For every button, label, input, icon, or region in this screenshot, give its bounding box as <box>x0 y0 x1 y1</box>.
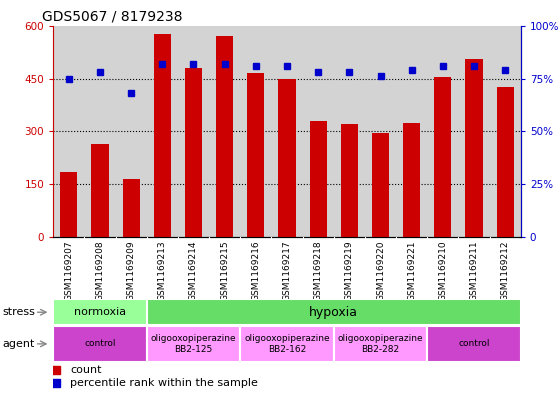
Bar <box>240 326 334 362</box>
Text: GSM1169211: GSM1169211 <box>469 241 479 301</box>
Text: count: count <box>70 365 101 375</box>
Bar <box>497 87 514 237</box>
Text: oligooxopiperazine
BB2-162: oligooxopiperazine BB2-162 <box>244 334 330 354</box>
Bar <box>427 326 521 362</box>
Bar <box>91 144 109 237</box>
Text: GSM1169210: GSM1169210 <box>438 241 447 301</box>
Text: percentile rank within the sample: percentile rank within the sample <box>70 378 258 388</box>
Bar <box>185 68 202 237</box>
Text: GSM1169212: GSM1169212 <box>501 241 510 301</box>
Text: normoxia: normoxia <box>74 307 126 317</box>
Text: oligooxopiperazine
BB2-125: oligooxopiperazine BB2-125 <box>151 334 236 354</box>
Text: stress: stress <box>3 307 36 317</box>
Bar <box>123 179 139 237</box>
Text: GSM1169219: GSM1169219 <box>345 241 354 301</box>
Text: GSM1169209: GSM1169209 <box>127 241 136 301</box>
Text: GSM1169216: GSM1169216 <box>251 241 260 301</box>
Bar <box>216 36 233 237</box>
Text: GSM1169214: GSM1169214 <box>189 241 198 301</box>
Text: control: control <box>458 340 490 348</box>
Bar <box>248 73 264 237</box>
Text: GSM1169208: GSM1169208 <box>95 241 105 301</box>
Bar <box>403 123 420 237</box>
Text: oligooxopiperazine
BB2-282: oligooxopiperazine BB2-282 <box>338 334 423 354</box>
Text: hypoxia: hypoxia <box>309 306 358 319</box>
Text: GSM1169217: GSM1169217 <box>282 241 292 301</box>
Bar <box>154 34 171 237</box>
Text: GSM1169213: GSM1169213 <box>158 241 167 301</box>
Bar <box>53 326 147 362</box>
Bar <box>310 121 326 237</box>
Text: agent: agent <box>3 339 35 349</box>
Bar <box>372 133 389 237</box>
Bar <box>147 326 240 362</box>
Bar <box>60 172 77 237</box>
Bar <box>278 79 296 237</box>
Bar <box>53 299 147 325</box>
Bar <box>465 59 483 237</box>
Bar <box>341 125 358 237</box>
Bar <box>435 77 451 237</box>
Text: control: control <box>84 340 116 348</box>
Bar <box>334 326 427 362</box>
Text: GSM1169220: GSM1169220 <box>376 241 385 301</box>
Text: GSM1169215: GSM1169215 <box>220 241 229 301</box>
Text: GDS5067 / 8179238: GDS5067 / 8179238 <box>42 10 183 24</box>
Text: GSM1169218: GSM1169218 <box>314 241 323 301</box>
Text: GSM1169221: GSM1169221 <box>407 241 416 301</box>
Text: GSM1169207: GSM1169207 <box>64 241 73 301</box>
Bar <box>147 299 521 325</box>
